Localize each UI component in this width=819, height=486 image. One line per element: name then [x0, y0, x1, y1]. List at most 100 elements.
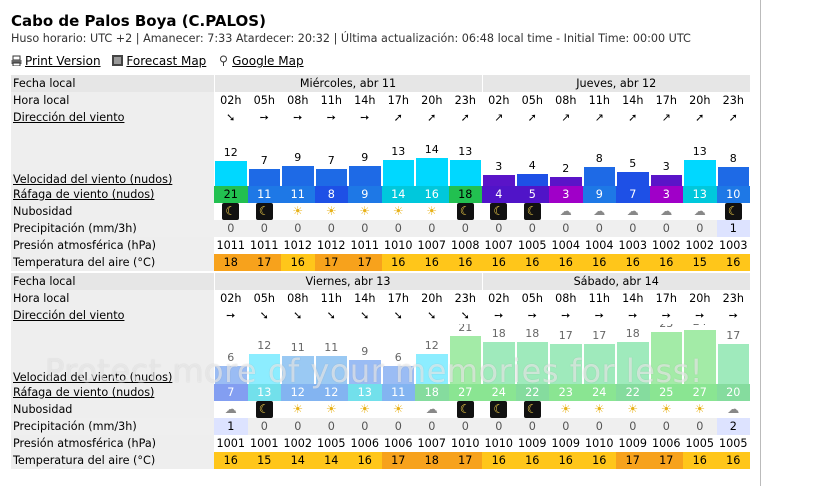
row-label[interactable]: Ráfaga de viento (nudos)	[11, 384, 214, 401]
precipitation-cell: 0	[348, 220, 382, 237]
pressure-cell: 1005	[317, 437, 346, 450]
table-row: Presión atmosférica (hPa) 1011 1011 1012 101…	[11, 237, 750, 254]
speed-value: 23	[650, 324, 684, 330]
wind-speed-bar: 18	[616, 324, 650, 384]
weather-icon: ☁	[559, 204, 572, 218]
row-label-text: Presión atmosférica (hPa)	[13, 239, 157, 252]
day-header: Sábado, abr 14	[481, 273, 750, 290]
pressure-cell: 1007	[484, 239, 513, 252]
precipitation-cell: 2	[716, 418, 750, 435]
cloud-cover-icon: ☀	[315, 203, 349, 220]
precipitation-cell: 0	[515, 418, 549, 435]
arrow-icon: ➙	[259, 111, 269, 124]
row-label[interactable]: Ráfaga de viento (nudos)	[11, 186, 214, 203]
day-header: Viernes, abr 13	[213, 273, 482, 290]
cloud-cover-icon: ☀	[616, 401, 650, 418]
cloud-cover-icon: ☀	[549, 401, 583, 418]
wind-gust-cell: 18	[448, 186, 482, 203]
pressure-cell: 1005	[719, 437, 748, 450]
wind-speed-bar: 12	[214, 126, 248, 186]
google-map-link[interactable]: Google Map	[232, 54, 304, 68]
row-label-text[interactable]: Velocidad del viento (nudos)	[13, 371, 173, 384]
precipitation-cell: 0	[515, 220, 549, 237]
row-label[interactable]: Velocidad del viento (nudos)	[11, 324, 214, 384]
row-label-text[interactable]: Ráfaga de viento (nudos)	[13, 188, 155, 201]
page-title: Cabo de Palos Boya (C.PALOS)	[11, 12, 266, 30]
wind-speed-bar: 18	[482, 324, 516, 384]
wind-direction-arrow-icon: ➘	[281, 307, 315, 324]
row-label: Precipitación (mm/3h)	[11, 220, 214, 237]
arrow-icon: ➘	[393, 309, 403, 322]
hour-cell: 17h	[387, 292, 409, 305]
speed-value: 12	[424, 339, 439, 352]
wind-gust-cell: 14	[381, 186, 415, 203]
pressure-cell: 1011	[216, 239, 245, 252]
frame-border	[760, 0, 761, 486]
arrow-icon: ➘	[293, 309, 303, 322]
wind-gust-cell: 3	[549, 186, 583, 203]
hour-cell: 08h	[555, 94, 577, 107]
wind-gust-cell: 20	[716, 384, 750, 401]
wind-speed-bar: 14	[415, 126, 449, 186]
wind-speed-bar: 11	[281, 324, 315, 384]
speed-bar-fill	[550, 344, 582, 384]
temperature-cell: 16	[582, 254, 616, 271]
precipitation-cell: 0	[247, 220, 281, 237]
precipitation-cell: 0	[649, 418, 683, 435]
wind-direction-arrow-icon: ➙	[683, 307, 717, 324]
row-label[interactable]: Dirección del viento	[11, 307, 214, 324]
pressure-cell: 1003	[618, 239, 647, 252]
wind-direction-arrow-icon: ➙	[516, 307, 550, 324]
arrow-icon: ➘	[460, 309, 470, 322]
wind-gust-cell: 11	[281, 186, 315, 203]
weather-icon: ☀	[426, 204, 438, 218]
row-label[interactable]: Velocidad del viento (nudos)	[11, 126, 214, 186]
row-label-text[interactable]: Ráfaga de viento (nudos)	[13, 386, 155, 399]
pressure-cell: 1007	[417, 239, 446, 252]
printer-icon	[11, 55, 22, 67]
arrow-icon: ➚	[628, 111, 638, 124]
print-version-link[interactable]: Print Version	[25, 54, 101, 68]
wind-speed-bar: 9	[348, 126, 382, 186]
row-label[interactable]: Dirección del viento	[11, 109, 214, 126]
wind-speed-bar: 18	[516, 324, 550, 384]
wind-gust-cell: 3	[649, 186, 683, 203]
forecast-map-link[interactable]: Forecast Map	[126, 54, 207, 68]
temperature-cell: 16	[415, 254, 449, 271]
wind-gust-cell: 8	[314, 186, 348, 203]
arrow-icon: ↗	[494, 111, 504, 124]
wind-direction-arrow-icon: ➘	[248, 307, 282, 324]
speed-value: 18	[525, 327, 540, 340]
row-label-text[interactable]: Velocidad del viento (nudos)	[13, 173, 173, 186]
speed-value: 3	[495, 160, 503, 173]
precipitation-cell: 1	[716, 220, 750, 237]
hour-cell: 08h	[555, 292, 577, 305]
speed-value: 13	[391, 145, 406, 158]
cloud-cover-icon: ☁	[683, 203, 717, 220]
pressure-cell: 1006	[350, 437, 379, 450]
speed-bar-fill	[349, 360, 381, 384]
wind-direction-arrow-icon: ➘	[415, 307, 449, 324]
wind-direction-arrow-icon: ➙	[348, 109, 382, 126]
hour-cell: 23h	[722, 292, 744, 305]
hour-cell: 20h	[689, 292, 711, 305]
pressure-cell: 1004	[551, 239, 580, 252]
row-label-text[interactable]: Dirección del viento	[13, 111, 125, 124]
row-label-text[interactable]: Dirección del viento	[13, 309, 125, 322]
weather-icon: ☾	[523, 203, 541, 220]
wind-gust-cell: 22	[515, 384, 549, 401]
precipitation-cell: 0	[381, 418, 415, 435]
pressure-cell: 1012	[317, 239, 346, 252]
table-row: Presión atmosférica (hPa) 1001 1001 1002 100…	[11, 435, 750, 452]
row-label: Temperatura del aire (°C)	[11, 452, 214, 469]
precipitation-cell: 0	[482, 418, 516, 435]
temperature-cell: 16	[616, 254, 650, 271]
pressure-cell: 1001	[216, 437, 245, 450]
table-row: Fecha local Miércoles, abr 11 Jueves, abr …	[11, 75, 750, 92]
speed-bar-fill	[449, 160, 481, 186]
pressure-cell: 1003	[719, 239, 748, 252]
weather-icon: ☀	[694, 402, 706, 416]
precipitation-cell: 0	[247, 418, 281, 435]
weather-icon: ☀	[660, 402, 672, 416]
wind-direction-arrow-icon: ➙	[315, 109, 349, 126]
